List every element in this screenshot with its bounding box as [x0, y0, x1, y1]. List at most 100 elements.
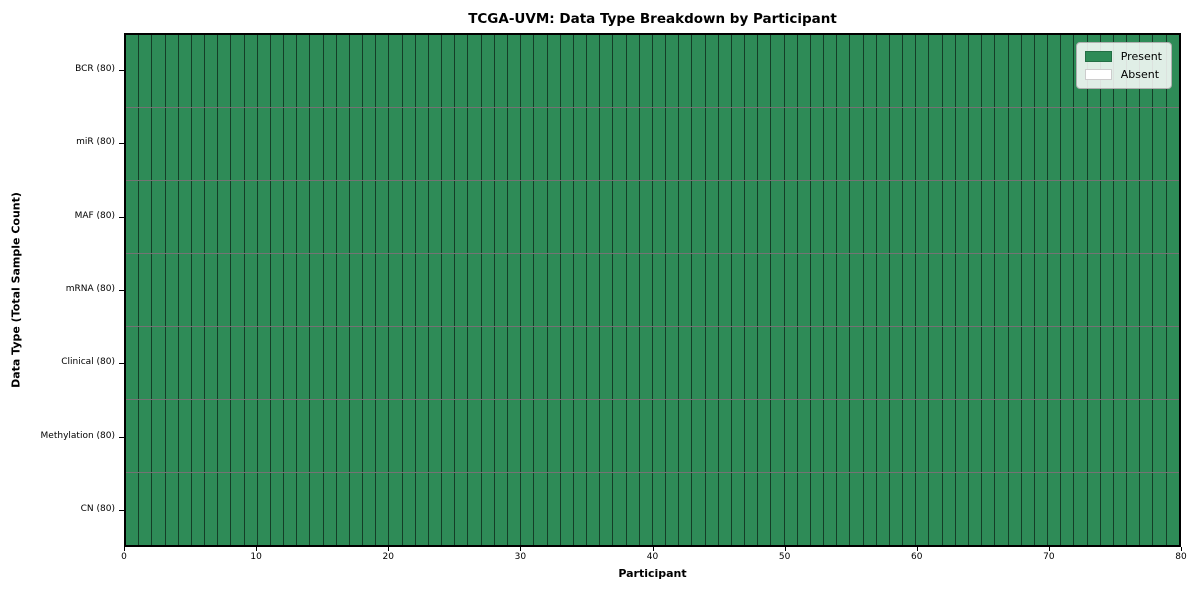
participant-cell — [178, 254, 192, 326]
participant-cell — [692, 181, 706, 253]
participant-cell — [955, 327, 969, 399]
participant-cell — [679, 35, 693, 107]
participant-cell — [336, 400, 350, 472]
data-type-row-mRNA — [126, 254, 1179, 327]
participant-cell — [402, 254, 416, 326]
participant-cell — [481, 327, 495, 399]
x-axis-label: Participant — [618, 567, 687, 580]
participant-cell — [1087, 108, 1101, 180]
participant-cell — [876, 108, 890, 180]
participant-cell — [982, 35, 996, 107]
participant-cell — [784, 35, 798, 107]
participant-cell — [613, 181, 627, 253]
participant-cell — [850, 181, 864, 253]
participant-cell — [850, 473, 864, 545]
participant-cell — [126, 181, 140, 253]
participant-cell — [336, 108, 350, 180]
participant-cell — [521, 108, 535, 180]
participant-cell — [1021, 35, 1035, 107]
participant-cell — [1166, 108, 1179, 180]
participant-cell — [507, 473, 522, 545]
participant-cell — [745, 254, 759, 326]
participant-cell — [995, 35, 1009, 107]
participant-cell — [1153, 254, 1167, 326]
participant-cell — [257, 35, 271, 107]
participant-cell — [1166, 473, 1179, 545]
participant-cell — [969, 327, 983, 399]
participant-cell — [1074, 400, 1088, 472]
participant-cell — [705, 473, 719, 545]
participant-cell — [995, 327, 1009, 399]
participant-cell — [1153, 108, 1167, 180]
participant-cell — [481, 473, 495, 545]
participant-cell — [310, 400, 324, 472]
participant-cell — [257, 473, 271, 545]
participant-cell — [942, 181, 956, 253]
participant-cell — [810, 108, 825, 180]
participant-cell — [1008, 254, 1022, 326]
participant-cell — [494, 35, 508, 107]
participant-cell — [1100, 254, 1114, 326]
participant-cell — [745, 327, 759, 399]
x-tick-label: 80 — [1175, 552, 1187, 562]
participant-cell — [718, 254, 732, 326]
participant-cell — [916, 254, 930, 326]
participant-cell — [718, 327, 732, 399]
participant-cell — [652, 400, 667, 472]
participant-cell — [837, 473, 851, 545]
participant-cell — [995, 473, 1009, 545]
participant-cell — [257, 254, 271, 326]
participant-cell — [297, 473, 311, 545]
participant-cell — [507, 400, 522, 472]
participant-cell — [600, 327, 614, 399]
participant-cell — [205, 327, 219, 399]
participant-cell — [428, 327, 443, 399]
participant-cell — [1048, 400, 1062, 472]
participant-cell — [942, 400, 956, 472]
participant-cell — [1048, 181, 1062, 253]
participant-cell — [323, 327, 337, 399]
participant-cell — [600, 181, 614, 253]
participant-cell — [1008, 181, 1022, 253]
participant-cell — [679, 327, 693, 399]
participant-cell — [1034, 35, 1049, 107]
participant-cell — [824, 181, 838, 253]
participant-cell — [389, 108, 403, 180]
participant-cell — [1074, 108, 1088, 180]
participant-cell — [863, 181, 877, 253]
participant-cell — [218, 254, 232, 326]
participant-cell — [336, 254, 350, 326]
participant-cell — [955, 400, 969, 472]
legend-swatch-icon — [1084, 51, 1112, 62]
participant-cell — [297, 400, 311, 472]
participant-cell — [1100, 327, 1114, 399]
participant-cell — [982, 400, 996, 472]
participant-cell — [231, 254, 245, 326]
participant-cell — [1061, 327, 1075, 399]
y-tick-mark — [119, 216, 124, 218]
participant-cell — [191, 35, 206, 107]
participant-cell — [139, 181, 153, 253]
participant-cell — [942, 35, 956, 107]
participant-cell — [587, 327, 601, 399]
participant-cell — [1061, 181, 1075, 253]
participant-cell — [336, 35, 350, 107]
participant-cell — [1008, 108, 1022, 180]
x-tick-mark — [388, 547, 390, 551]
participant-cell — [679, 181, 693, 253]
participant-cell — [297, 108, 311, 180]
participant-cell — [389, 327, 403, 399]
participant-cell — [1087, 473, 1101, 545]
participant-cell — [850, 108, 864, 180]
x-tick-label: 0 — [121, 552, 127, 562]
participant-cell — [797, 327, 811, 399]
participant-cell — [903, 254, 917, 326]
participant-cell — [349, 108, 364, 180]
participant-cell — [494, 181, 508, 253]
participant-cell — [428, 108, 443, 180]
participant-cell — [600, 108, 614, 180]
participant-cell — [1074, 181, 1088, 253]
participant-cell — [284, 35, 298, 107]
participant-cell — [165, 400, 179, 472]
participant-cell — [850, 254, 864, 326]
